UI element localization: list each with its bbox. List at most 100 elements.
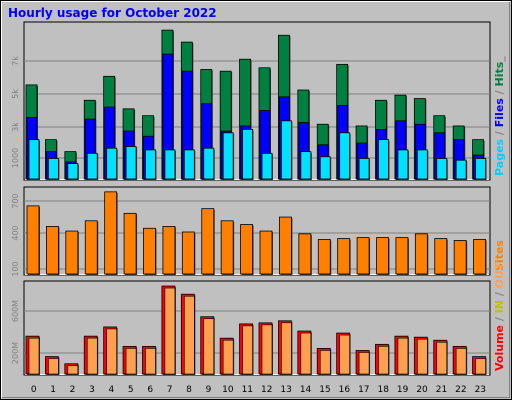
xtick-label: 3 <box>89 385 95 395</box>
ytick-label: 100 <box>11 261 20 276</box>
bar-pages <box>48 158 59 180</box>
bar-volume-out <box>184 295 195 375</box>
bar-volume-out <box>417 338 428 375</box>
ytick-label: 3k <box>11 122 20 132</box>
bar-pages <box>67 163 79 180</box>
xtick-label: 6 <box>147 385 153 395</box>
xtick-label: 17 <box>358 385 369 395</box>
bar-sites <box>259 230 273 275</box>
legend-item: Pages <box>493 138 506 176</box>
bar-pages <box>28 139 40 180</box>
bar-sites <box>376 237 389 275</box>
xtick-label: 21 <box>436 385 447 395</box>
bar-pages <box>125 146 137 180</box>
bar-volume-out <box>436 341 448 375</box>
panel-volume: 200M 600M Volume / IN / OUT <box>11 262 506 376</box>
bar-sites <box>181 231 195 275</box>
bar-pages <box>416 149 428 180</box>
legend-item: / <box>493 86 506 98</box>
bar-volume-out <box>397 337 409 375</box>
ytick-label: 400 <box>11 225 20 240</box>
legend-item: OUT <box>493 262 506 288</box>
ytick-label: 1000 <box>11 148 20 168</box>
bar-pages <box>455 159 467 180</box>
bar-pages <box>319 156 331 180</box>
bar-pages <box>339 132 351 180</box>
bar-sites <box>143 227 156 275</box>
bar-volume-out <box>455 348 467 375</box>
xtick-label: 9 <box>206 385 212 395</box>
xtick-label: 23 <box>475 385 486 395</box>
chart-title: Hourly usage for October 2022 <box>8 6 217 20</box>
bar-volume-out <box>125 348 137 375</box>
bar-pages <box>203 147 215 180</box>
bar-sites <box>162 225 176 275</box>
bar-pages <box>378 139 389 180</box>
bar-volume-out <box>145 348 156 375</box>
xtick-label: 1 <box>50 385 56 395</box>
xtick-label: 16 <box>339 385 351 395</box>
bar-sites <box>434 238 448 275</box>
legend-item: / <box>493 288 506 300</box>
bar-pages <box>358 158 370 180</box>
panel-hits-files-pages: 1000 3k 5k 7k Pages / Files / Hits_ <box>11 21 506 181</box>
xtick-label: 5 <box>128 385 134 395</box>
bar-sites <box>414 233 428 275</box>
ytick-label: 7k <box>11 56 20 66</box>
xtick-label: 0 <box>31 385 37 395</box>
xtick-label: 13 <box>280 385 291 395</box>
bar-pages <box>222 132 234 180</box>
xtick-label: 12 <box>261 385 272 395</box>
bar-sites <box>220 220 234 275</box>
legend-item: / <box>493 313 506 325</box>
legend-item: IN <box>493 300 506 313</box>
bar-sites <box>356 237 370 275</box>
bar-volume-out <box>339 334 350 375</box>
bar-sites <box>123 212 137 275</box>
xtick-label: 14 <box>300 385 312 395</box>
bar-volume-out <box>28 337 40 375</box>
bar-sites <box>337 238 351 275</box>
bar-volume-out <box>319 350 331 375</box>
legend-item: Hits <box>493 61 506 86</box>
bar-volume-out <box>86 337 98 375</box>
bar-sites <box>84 220 98 275</box>
legend-item: Files <box>493 98 506 128</box>
legend-top: Pages / Files / Hits_ <box>493 56 506 176</box>
bar-pages <box>397 149 409 180</box>
bar-pages <box>164 149 176 180</box>
legend-item: Sites <box>493 240 506 271</box>
xtick-label: 4 <box>109 385 115 395</box>
bar-volume-out <box>203 318 215 375</box>
legend-bottom: Volume / IN / OUT <box>493 262 506 371</box>
xtick-label: 22 <box>455 385 466 395</box>
bar-volume-out <box>222 339 234 375</box>
ytick-label: 600M <box>11 300 20 322</box>
bar-volume-out <box>164 287 176 375</box>
bar-sites <box>65 230 79 275</box>
xtick-label: 15 <box>319 385 330 395</box>
bar-sites <box>201 208 215 275</box>
legend-middle: Sites <box>493 240 506 271</box>
bar-sites <box>46 225 59 275</box>
xtick-label: 2 <box>70 385 76 395</box>
bar-pages <box>300 151 312 180</box>
bar-sites <box>26 205 40 275</box>
xtick-label: 20 <box>416 385 428 395</box>
legend-item: _ <box>493 56 506 62</box>
ytick-label: 200M <box>11 342 20 364</box>
bar-sites <box>104 191 118 275</box>
panel-frame <box>23 186 491 276</box>
bar-volume-out <box>242 325 253 375</box>
bar-sites <box>298 233 312 275</box>
xtick-label: 11 <box>242 385 253 395</box>
legend-item: / <box>493 127 506 139</box>
bar-pages <box>145 149 156 180</box>
bar-volume-out <box>67 365 79 375</box>
bar-pages <box>183 149 195 180</box>
bar-pages <box>261 152 273 180</box>
xtick-label: 8 <box>186 385 192 395</box>
bar-pages <box>436 158 448 180</box>
bar-volume-out <box>300 332 312 375</box>
